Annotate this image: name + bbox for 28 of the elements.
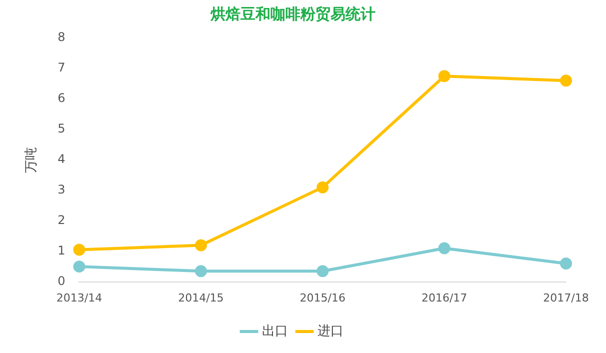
y-tick-label: 3 <box>58 182 66 196</box>
y-tick-label: 4 <box>58 152 66 166</box>
point <box>560 258 572 270</box>
point <box>316 265 329 278</box>
point <box>194 239 207 252</box>
y-tick-label: 8 <box>58 30 66 44</box>
x-tick-label: 2017/18 <box>543 291 589 304</box>
x-tick-label: 2016/17 <box>421 291 468 304</box>
legend-label: 进口 <box>318 324 344 339</box>
y-tick-label: 1 <box>58 243 66 258</box>
point <box>73 260 86 273</box>
x-tick-label: 2014/15 <box>178 291 224 304</box>
y-tick-label: 0 <box>58 274 66 288</box>
point <box>560 74 572 87</box>
point <box>73 244 86 256</box>
legend-label: 出口 <box>262 324 288 339</box>
y-tick-label: 2 <box>58 212 66 227</box>
y-tick-label: 7 <box>58 60 66 75</box>
point <box>438 70 450 82</box>
point <box>194 265 207 278</box>
y-axis-title: 万吨 <box>24 146 40 173</box>
y-tick-label: 5 <box>58 122 66 136</box>
y-tick-label: 6 <box>58 91 66 106</box>
x-tick-label: 2015/16 <box>300 291 346 304</box>
point <box>438 242 450 254</box>
point <box>316 181 329 194</box>
x-tick-label: 2013/14 <box>56 291 102 304</box>
chart-title: 烘焙豆和咖啡粉贸易统计 <box>210 4 376 23</box>
